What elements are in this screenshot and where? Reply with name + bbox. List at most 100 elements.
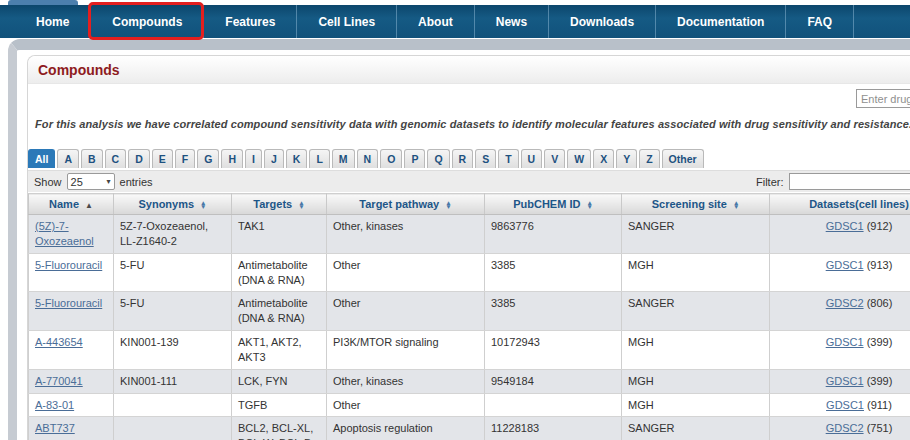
nav-item-compounds[interactable]: Compounds bbox=[91, 5, 204, 38]
compound-link[interactable]: 5-Fluorouracil bbox=[35, 297, 102, 309]
alphabet-tab-c[interactable]: C bbox=[105, 149, 127, 168]
cell-targets: BCL2, BCL-XL, BCL-W, BCL-B, BFL1 bbox=[232, 417, 327, 440]
table-row: A-770041 KIN001-111 LCK, FYN Other, kina… bbox=[29, 369, 910, 393]
cell-target-pathway: Other bbox=[327, 253, 485, 292]
compound-link[interactable]: A-770041 bbox=[35, 375, 83, 387]
alphabet-tab-j[interactable]: J bbox=[264, 149, 284, 168]
sort-both-icon: ▲▼ bbox=[298, 201, 304, 210]
nav-item-cell-lines[interactable]: Cell Lines bbox=[297, 5, 397, 38]
nav-item-label: Home bbox=[36, 15, 69, 29]
compound-link[interactable]: (5Z)-7-Oxozeaenol bbox=[35, 220, 94, 247]
alphabet-tab-h[interactable]: H bbox=[221, 149, 243, 168]
cell-screening-site: MGH bbox=[622, 253, 770, 292]
alphabet-tab-x[interactable]: X bbox=[593, 149, 614, 168]
alphabet-tab-v[interactable]: V bbox=[544, 149, 565, 168]
column-header-target-pathway[interactable]: Target pathway▲▼ bbox=[327, 194, 485, 215]
dataset-link[interactable]: GDSC1 bbox=[826, 336, 864, 348]
nav-item-downloads[interactable]: Downloads bbox=[549, 5, 656, 38]
table-row: ABT737 BCL2, BCL-XL, BCL-W, BCL-B, BFL1 … bbox=[29, 417, 910, 440]
dataset-link[interactable]: GDSC2 bbox=[826, 422, 864, 434]
cell-datasets: GDSC1 (399) bbox=[770, 331, 910, 370]
column-header-name[interactable]: Name▲ bbox=[29, 194, 114, 215]
alphabet-tab-all[interactable]: All bbox=[28, 149, 55, 168]
alphabet-tab-b[interactable]: B bbox=[81, 149, 103, 168]
drug-search-input[interactable] bbox=[856, 89, 910, 108]
cell-target-pathway: Other bbox=[327, 292, 485, 331]
alphabet-tab-d[interactable]: D bbox=[128, 149, 150, 168]
compounds-box: Compounds For this analysis we have corr… bbox=[27, 55, 910, 440]
column-header-datasets-cell-lines-[interactable]: Datasets(cell lines) bbox=[770, 194, 910, 215]
compound-link[interactable]: 5-Fluorouracil bbox=[35, 259, 102, 271]
main-navigation: Home CompoundsFeatures Cell Lines AboutNews… bbox=[0, 5, 910, 38]
alphabet-tab-m[interactable]: M bbox=[332, 149, 355, 168]
cell-target-pathway: Other bbox=[327, 393, 485, 417]
alphabet-tab-i[interactable]: I bbox=[245, 149, 262, 168]
sort-both-icon: ▲▼ bbox=[733, 201, 739, 210]
column-header-synonyms[interactable]: Synonyms▲▼ bbox=[114, 194, 232, 215]
alphabet-tab-z[interactable]: Z bbox=[639, 149, 659, 168]
dataset-cell-count: (911) bbox=[864, 399, 892, 411]
alphabet-tab-t[interactable]: T bbox=[498, 149, 518, 168]
column-label: PubCHEM ID bbox=[513, 198, 580, 210]
column-header-screening-site[interactable]: Screening site▲▼ bbox=[622, 194, 770, 215]
cell-screening-site: MGH bbox=[622, 393, 770, 417]
cell-datasets: GDSC2 (806) bbox=[770, 292, 910, 331]
nav-item-about[interactable]: About bbox=[397, 5, 475, 38]
column-label: Name bbox=[49, 198, 79, 210]
compound-link[interactable]: ABT737 bbox=[35, 422, 75, 434]
analysis-description: For this analysis we have correlated com… bbox=[35, 118, 910, 130]
dataset-link[interactable]: GDSC1 bbox=[826, 220, 864, 232]
column-label: Targets bbox=[253, 198, 292, 210]
alphabet-tab-s[interactable]: S bbox=[475, 149, 496, 168]
nav-item-documentation[interactable]: Documentation bbox=[656, 5, 786, 38]
alphabet-tab-other[interactable]: Other bbox=[662, 149, 704, 168]
alphabet-tab-a[interactable]: A bbox=[57, 149, 79, 168]
alphabet-tab-o[interactable]: O bbox=[380, 149, 402, 168]
dataset-link[interactable]: GDSC1 bbox=[826, 259, 864, 271]
filter-input[interactable] bbox=[789, 173, 910, 190]
cell-targets: AKT1, AKT2, AKT3 bbox=[232, 331, 327, 370]
nav-item-faq[interactable]: FAQ bbox=[786, 5, 854, 38]
nav-item-label: Cell Lines bbox=[318, 15, 375, 29]
cell-pubchem-id bbox=[485, 393, 622, 417]
cell-targets: LCK, FYN bbox=[232, 369, 327, 393]
alphabet-tab-w[interactable]: W bbox=[567, 149, 591, 168]
alphabet-tab-g[interactable]: G bbox=[197, 149, 219, 168]
nav-item-home[interactable]: Home bbox=[14, 5, 91, 38]
cell-pubchem-id: 10172943 bbox=[485, 331, 622, 370]
dataset-link[interactable]: GDSC2 bbox=[826, 297, 864, 309]
nav-item-features[interactable]: Features bbox=[204, 5, 297, 38]
nav-item-news[interactable]: News bbox=[475, 5, 549, 38]
cell-name: 5-Fluorouracil bbox=[29, 292, 114, 331]
alphabet-tab-p[interactable]: P bbox=[404, 149, 425, 168]
cell-synonyms: KIN001-139 bbox=[114, 331, 232, 370]
alphabet-tab-n[interactable]: N bbox=[357, 149, 379, 168]
alphabet-tab-y[interactable]: Y bbox=[616, 149, 637, 168]
filter-label: Filter: bbox=[756, 176, 784, 188]
column-header-pubchem-id[interactable]: PubCHEM ID▲▼ bbox=[485, 194, 622, 215]
table-header-row: Name▲Synonyms▲▼ Targets ▲▼ Target pathway▲▼… bbox=[29, 194, 910, 215]
cell-synonyms: 5Z-7-Oxozeaenol, LL-Z1640-2 bbox=[114, 215, 232, 254]
dataset-cell-count: (912) bbox=[864, 220, 893, 232]
alphabet-tab-l[interactable]: L bbox=[309, 149, 329, 168]
cell-datasets: GDSC2 (751) bbox=[770, 417, 910, 440]
cell-synonyms bbox=[114, 393, 232, 417]
alphabet-tab-e[interactable]: E bbox=[152, 149, 173, 168]
nav-item-label: Downloads bbox=[570, 15, 634, 29]
alphabet-tab-r[interactable]: R bbox=[452, 149, 474, 168]
alphabet-tab-k[interactable]: K bbox=[286, 149, 308, 168]
search-row bbox=[28, 84, 910, 112]
dataset-link[interactable]: GDSC1 bbox=[826, 399, 864, 411]
cell-target-pathway: Other, kinases bbox=[327, 369, 485, 393]
column-header-targets[interactable]: Targets ▲▼ bbox=[232, 194, 327, 215]
cell-name: (5Z)-7-Oxozeaenol bbox=[29, 215, 114, 254]
cell-synonyms: 5-FU bbox=[114, 253, 232, 292]
page-size-select[interactable]: 25 ▾ bbox=[67, 173, 115, 190]
compound-link[interactable]: A-443654 bbox=[35, 336, 83, 348]
compound-link[interactable]: A-83-01 bbox=[35, 399, 74, 411]
alphabet-tab-u[interactable]: U bbox=[521, 149, 543, 168]
dataset-link[interactable]: GDSC1 bbox=[826, 375, 864, 387]
alphabet-tab-f[interactable]: F bbox=[175, 149, 195, 168]
cell-pubchem-id: 11228183 bbox=[485, 417, 622, 440]
alphabet-tab-q[interactable]: Q bbox=[427, 149, 449, 168]
